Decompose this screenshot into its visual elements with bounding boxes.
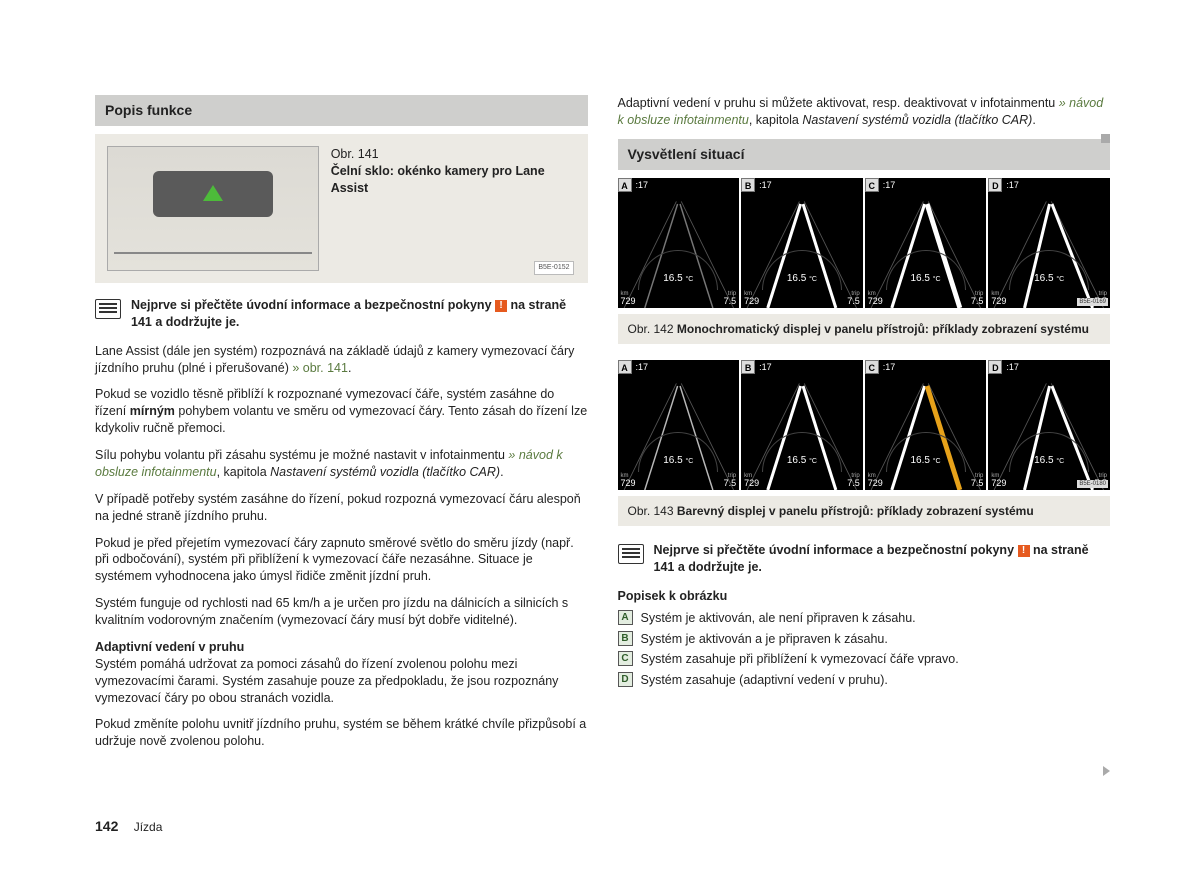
warning-icon: ! [495, 300, 507, 312]
cell-tag: A [618, 178, 632, 192]
section-header-situace: Vysvětlení situací [618, 139, 1111, 170]
cell-tag: B [741, 360, 755, 374]
legend-row: D Systém zasahuje (adaptivní vedení v pr… [618, 672, 1111, 689]
page-footer: 142 Jízda [95, 817, 162, 836]
paragraph: Pokud se vozidlo těsně přiblíží k rozpoz… [95, 386, 588, 437]
cell-tag: C [865, 178, 879, 192]
read-first-note-right: Nejprve si přečtěte úvodní informace a b… [618, 542, 1111, 576]
display-cell: A :17 16.5 °C km trip 729 7.5 [618, 178, 740, 308]
strip-code: B5E-0169 [1077, 298, 1108, 306]
cell-tag: D [988, 178, 1002, 192]
cell-tag: A [618, 360, 632, 374]
cell-tag: C [865, 360, 879, 374]
paragraph: Pokud je před přejetím vymezovací čáry z… [95, 535, 588, 586]
display-cell: D :17 16.5 °C km trip 729 7.5 [988, 360, 1110, 490]
book-icon [95, 299, 121, 319]
strip-code: B5E-0180 [1077, 480, 1108, 488]
legend-row: B Systém je aktivován a je připraven k z… [618, 631, 1111, 648]
display-cell: D :17 16.5 °C km trip 729 7.5 [988, 178, 1110, 308]
legend-key: C [618, 651, 633, 666]
right-column: Adaptivní vedení v pruhu si můžete aktiv… [618, 95, 1111, 760]
paragraph: Sílu pohybu volantu při zásahu systému j… [95, 447, 588, 481]
cell-tag: D [988, 360, 1002, 374]
legend-text: Systém je aktivován a je připraven k zás… [641, 631, 888, 648]
paragraph: Pokud změníte polohu uvnitř jízdního pru… [95, 716, 588, 750]
display-cell: C :17 16.5 °C km trip 729 7.5 [865, 360, 987, 490]
display-cell: A :17 16.5 °C km trip 729 7.5 [618, 360, 740, 490]
display-cell: C :17 16.5 °C km trip 729 7.5 [865, 178, 987, 308]
continue-marker [1103, 766, 1110, 776]
paragraph: Systém pomáhá udržovat za pomoci zásahů … [95, 656, 588, 707]
paragraph: Lane Assist (dále jen systém) rozpoznává… [95, 343, 588, 377]
figure-141: Obr. 141 Čelní sklo: okénko kamery pro L… [95, 134, 588, 283]
display-strip-color: A :17 16.5 °C km trip 729 7.5 B :17 16.5… [618, 360, 1111, 490]
section-header-popis: Popis funkce [95, 95, 588, 126]
warning-icon: ! [1018, 545, 1030, 557]
paragraph: Systém funguje od rychlosti nad 65 km/h … [95, 595, 588, 629]
legend-key: B [618, 631, 633, 646]
left-column: Popis funkce Obr. 141 Čelní sklo: okénko… [95, 95, 588, 760]
page-content: Popis funkce Obr. 141 Čelní sklo: okénko… [95, 95, 1110, 760]
legend-text: Systém zasahuje (adaptivní vedení v pruh… [641, 672, 888, 689]
paragraph: V případě potřeby systém zasáhne do říze… [95, 491, 588, 525]
display-strip-mono: A :17 16.5 °C km trip 729 7.5 B :17 16.5… [618, 178, 1111, 308]
figure-141-image [107, 146, 319, 271]
legend-text: Systém je aktivován, ale není připraven … [641, 610, 916, 627]
xref-obr141: » obr. 141 [292, 361, 348, 375]
caption-142: Obr. 142 Monochromatický displej v panel… [618, 314, 1111, 344]
legend-key: D [618, 672, 633, 687]
cell-tag: B [741, 178, 755, 192]
legend-key: A [618, 610, 633, 625]
caption-143: Obr. 143 Barevný displej v panelu přístr… [618, 496, 1111, 526]
legend-list: A Systém je aktivován, ale není připrave… [618, 610, 1111, 690]
read-first-note-left: Nejprve si přečtěte úvodní informace a b… [95, 297, 588, 331]
end-marker [1101, 134, 1110, 143]
display-cell: B :17 16.5 °C km trip 729 7.5 [741, 360, 863, 490]
section-name: Jízda [134, 820, 163, 834]
display-cell: B :17 16.5 °C km trip 729 7.5 [741, 178, 863, 308]
figure-141-caption: Obr. 141 Čelní sklo: okénko kamery pro L… [331, 146, 576, 271]
figure-141-code: B5E-0152 [534, 261, 573, 274]
paragraph: Adaptivní vedení v pruhu si můžete aktiv… [618, 95, 1111, 129]
subheading-adaptive: Adaptivní vedení v pruhu [95, 639, 588, 656]
page-number: 142 [95, 818, 118, 834]
book-icon [618, 544, 644, 564]
legend-text: Systém zasahuje při přiblížení k vymezov… [641, 651, 959, 668]
legend-row: A Systém je aktivován, ale není připrave… [618, 610, 1111, 627]
legend-row: C Systém zasahuje při přiblížení k vymez… [618, 651, 1111, 668]
legend-title: Popisek k obrázku [618, 588, 1111, 605]
